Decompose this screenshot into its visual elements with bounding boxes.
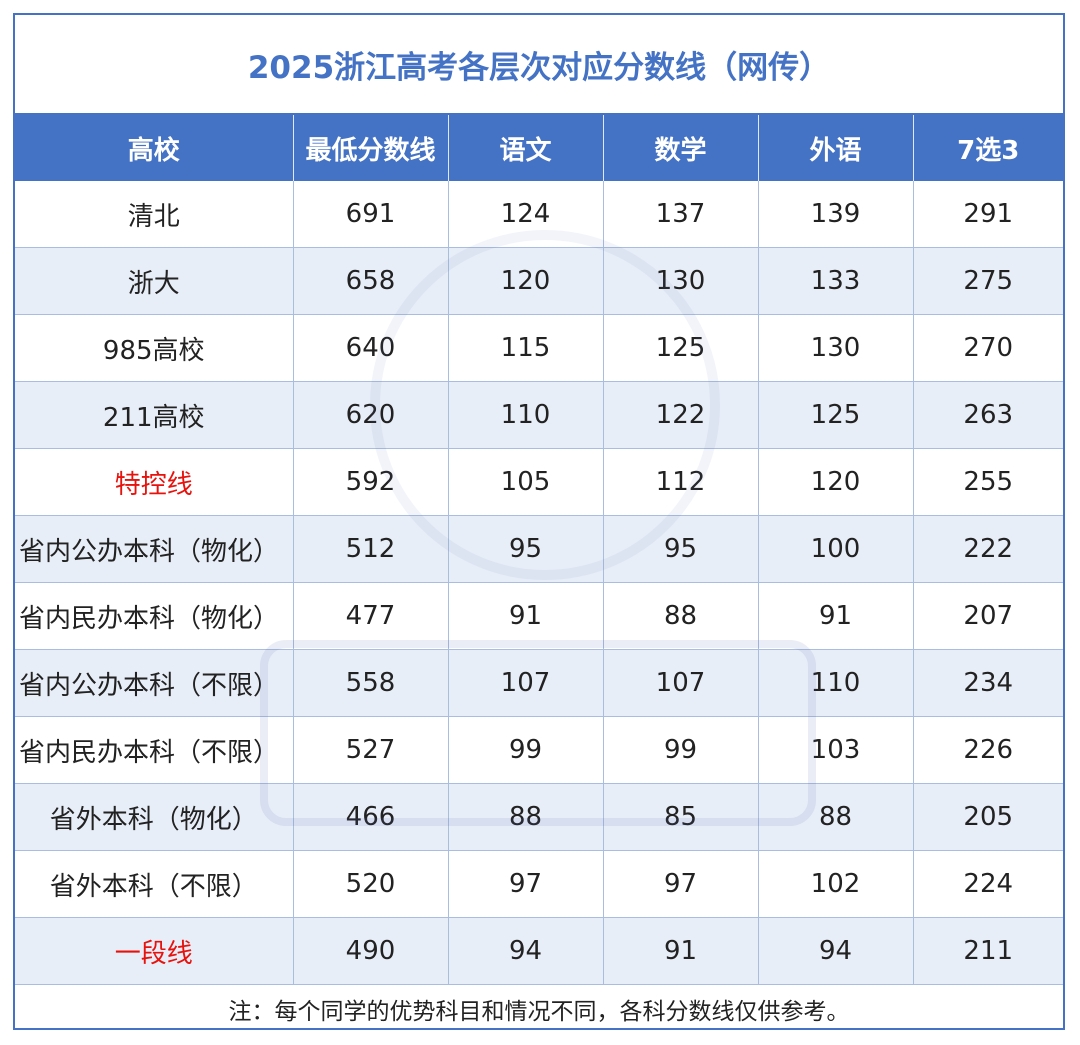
row-foreign: 139 [758,181,914,248]
row-min-score: 691 [293,181,449,248]
row-elective: 222 [913,515,1063,583]
row-math: 107 [603,649,759,717]
row-chinese: 97 [448,850,604,918]
table-row: 省内民办本科（物化） 477 91 88 91 207 [15,582,1063,650]
row-foreign: 88 [758,783,914,851]
row-min-score: 512 [293,515,449,583]
row-name: 省外本科（物化） [15,783,294,851]
row-math: 137 [603,181,759,248]
row-math: 97 [603,850,759,918]
table-row: 清北 691 124 137 139 291 [15,181,1063,248]
row-chinese: 110 [448,381,604,449]
row-chinese: 95 [448,515,604,583]
row-foreign: 125 [758,381,914,449]
row-min-score: 490 [293,917,449,985]
row-elective: 270 [913,314,1063,382]
row-chinese: 88 [448,783,604,851]
row-elective: 275 [913,247,1063,315]
row-elective: 207 [913,582,1063,650]
header-math: 数学 [603,115,759,181]
header-foreign: 外语 [758,115,914,181]
row-name: 一段线 [15,917,294,985]
row-name: 特控线 [15,448,294,516]
row-min-score: 527 [293,716,449,784]
row-foreign: 120 [758,448,914,516]
row-foreign: 94 [758,917,914,985]
row-chinese: 105 [448,448,604,516]
row-name: 省内公办本科（不限） [15,649,294,717]
header-elective: 7选3 [913,115,1063,181]
row-chinese: 91 [448,582,604,650]
row-foreign: 133 [758,247,914,315]
table-row: 省内民办本科（不限） 527 99 99 103 226 [15,716,1063,784]
score-table: 高校 最低分数线 语文 数学 外语 7选3 清北 691 124 137 139… [15,115,1063,985]
row-elective: 263 [913,381,1063,449]
row-chinese: 120 [448,247,604,315]
row-name: 省内民办本科（不限） [15,716,294,784]
row-elective: 205 [913,783,1063,851]
row-foreign: 91 [758,582,914,650]
row-math: 122 [603,381,759,449]
row-name: 985高校 [15,314,294,382]
row-name: 省内公办本科（物化） [15,515,294,583]
row-chinese: 115 [448,314,604,382]
table-row: 省内公办本科（物化） 512 95 95 100 222 [15,515,1063,583]
row-math: 99 [603,716,759,784]
table-row: 省外本科（不限） 520 97 97 102 224 [15,850,1063,918]
score-table-frame: 2025浙江高考各层次对应分数线（网传） 高校 最低分数线 语文 数学 外语 7… [13,13,1065,1030]
table-row: 浙大 658 120 130 133 275 [15,247,1063,315]
header-school: 高校 [15,115,294,181]
header-chinese: 语文 [448,115,604,181]
row-elective: 234 [913,649,1063,717]
row-chinese: 124 [448,181,604,248]
row-foreign: 102 [758,850,914,918]
row-chinese: 99 [448,716,604,784]
row-math: 85 [603,783,759,851]
table-row: 省外本科（物化） 466 88 85 88 205 [15,783,1063,851]
row-min-score: 640 [293,314,449,382]
row-math: 112 [603,448,759,516]
row-elective: 255 [913,448,1063,516]
table-row: 211高校 620 110 122 125 263 [15,381,1063,449]
row-min-score: 620 [293,381,449,449]
row-min-score: 592 [293,448,449,516]
row-math: 88 [603,582,759,650]
row-min-score: 477 [293,582,449,650]
row-math: 125 [603,314,759,382]
table-row: 特控线 592 105 112 120 255 [15,448,1063,516]
row-min-score: 520 [293,850,449,918]
row-name: 清北 [15,181,294,248]
row-min-score: 658 [293,247,449,315]
row-name: 省外本科（不限） [15,850,294,918]
row-math: 95 [603,515,759,583]
row-elective: 211 [913,917,1063,985]
row-name: 省内民办本科（物化） [15,582,294,650]
row-chinese: 94 [448,917,604,985]
row-foreign: 130 [758,314,914,382]
row-math: 91 [603,917,759,985]
footnote: 注：每个同学的优势科目和情况不同，各科分数线仅供参考。 [228,999,850,1025]
table-header-row: 高校 最低分数线 语文 数学 外语 7选3 [15,115,1063,181]
row-foreign: 110 [758,649,914,717]
row-chinese: 107 [448,649,604,717]
table-row: 985高校 640 115 125 130 270 [15,314,1063,382]
table-row: 一段线 490 94 91 94 211 [15,917,1063,985]
row-name: 浙大 [15,247,294,315]
row-foreign: 103 [758,716,914,784]
page-title: 2025浙江高考各层次对应分数线（网传） [15,15,1063,115]
row-foreign: 100 [758,515,914,583]
row-elective: 291 [913,181,1063,248]
header-min-score: 最低分数线 [293,115,449,181]
row-elective: 224 [913,850,1063,918]
row-min-score: 558 [293,649,449,717]
table-row: 省内公办本科（不限） 558 107 107 110 234 [15,649,1063,717]
row-elective: 226 [913,716,1063,784]
row-min-score: 466 [293,783,449,851]
row-math: 130 [603,247,759,315]
row-name: 211高校 [15,381,294,449]
